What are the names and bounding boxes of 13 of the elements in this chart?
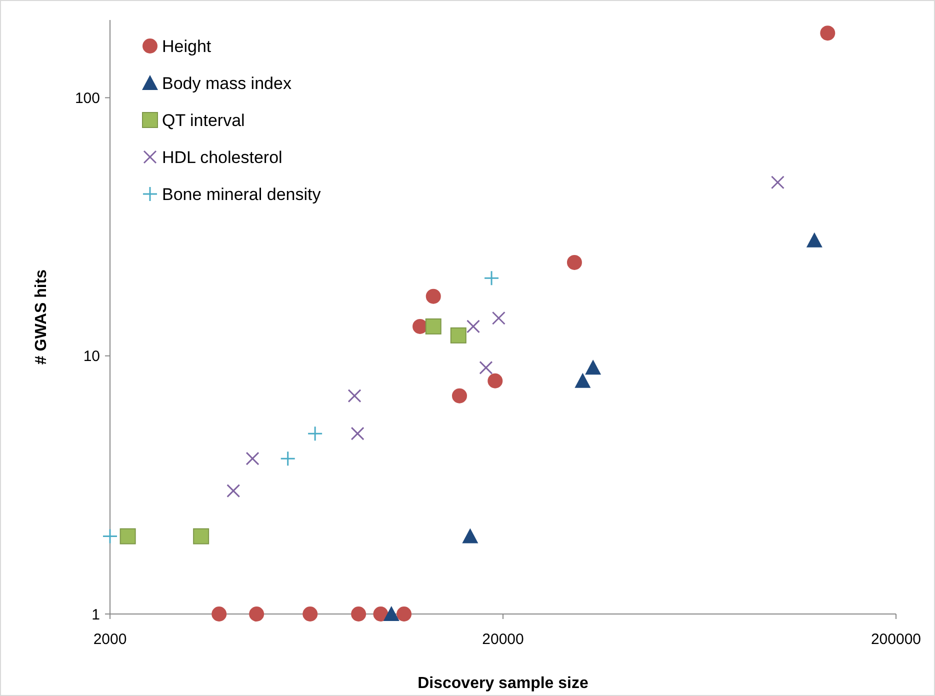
legend-label: Body mass index (162, 74, 292, 93)
y-tick-label: 10 (83, 348, 100, 366)
x-tick-label: 200000 (870, 631, 922, 648)
y-tick-label: 1 (92, 606, 100, 624)
y-axis-title: # GWAS hits (33, 269, 50, 365)
x-tick-label: 20000 (482, 631, 524, 648)
legend-label: QT interval (162, 110, 245, 130)
legend-label: Bone mineral density (162, 184, 322, 204)
y-tick-label: 100 (74, 90, 100, 107)
legend-label: HDL cholesterol (162, 148, 282, 167)
legend-label: Height (162, 36, 212, 56)
x-axis-title: Discovery sample size (418, 675, 588, 692)
x-tick-label: 2000 (93, 631, 127, 648)
